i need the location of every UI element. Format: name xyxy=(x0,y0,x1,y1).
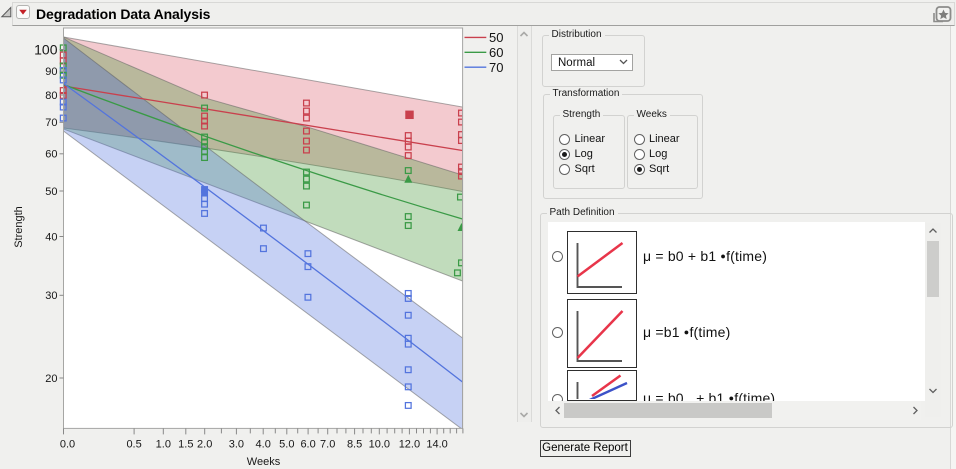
svg-text:50: 50 xyxy=(489,30,503,45)
svg-text:1.5: 1.5 xyxy=(178,438,193,450)
svg-text:30: 30 xyxy=(45,290,57,302)
svg-text:60: 60 xyxy=(489,45,503,60)
svg-text:6.0: 6.0 xyxy=(300,438,315,450)
svg-text:4.0: 4.0 xyxy=(256,438,271,450)
svg-text:7.0: 7.0 xyxy=(320,438,335,450)
svg-text:40: 40 xyxy=(45,231,57,243)
svg-text:20: 20 xyxy=(45,373,57,385)
svg-text:5.0: 5.0 xyxy=(279,438,294,450)
svg-text:60: 60 xyxy=(45,149,57,161)
svg-text:3.0: 3.0 xyxy=(229,438,244,450)
svg-text:50: 50 xyxy=(45,186,57,198)
svg-text:14.0: 14.0 xyxy=(426,438,447,450)
svg-text:70: 70 xyxy=(489,60,503,75)
svg-text:Strength: Strength xyxy=(13,206,25,248)
svg-text:10.0: 10.0 xyxy=(369,438,390,450)
svg-text:12.0: 12.0 xyxy=(399,438,420,450)
svg-text:1.0: 1.0 xyxy=(156,438,171,450)
svg-text:2.0: 2.0 xyxy=(197,438,212,450)
svg-text:0.5: 0.5 xyxy=(126,438,141,450)
svg-text:0.0: 0.0 xyxy=(60,438,75,450)
svg-text:100: 100 xyxy=(34,41,58,57)
svg-text:Weeks: Weeks xyxy=(247,456,281,468)
svg-text:8.5: 8.5 xyxy=(347,438,362,450)
svg-text:80: 80 xyxy=(45,90,57,102)
svg-text:90: 90 xyxy=(45,66,57,78)
svg-text:70: 70 xyxy=(45,117,57,129)
